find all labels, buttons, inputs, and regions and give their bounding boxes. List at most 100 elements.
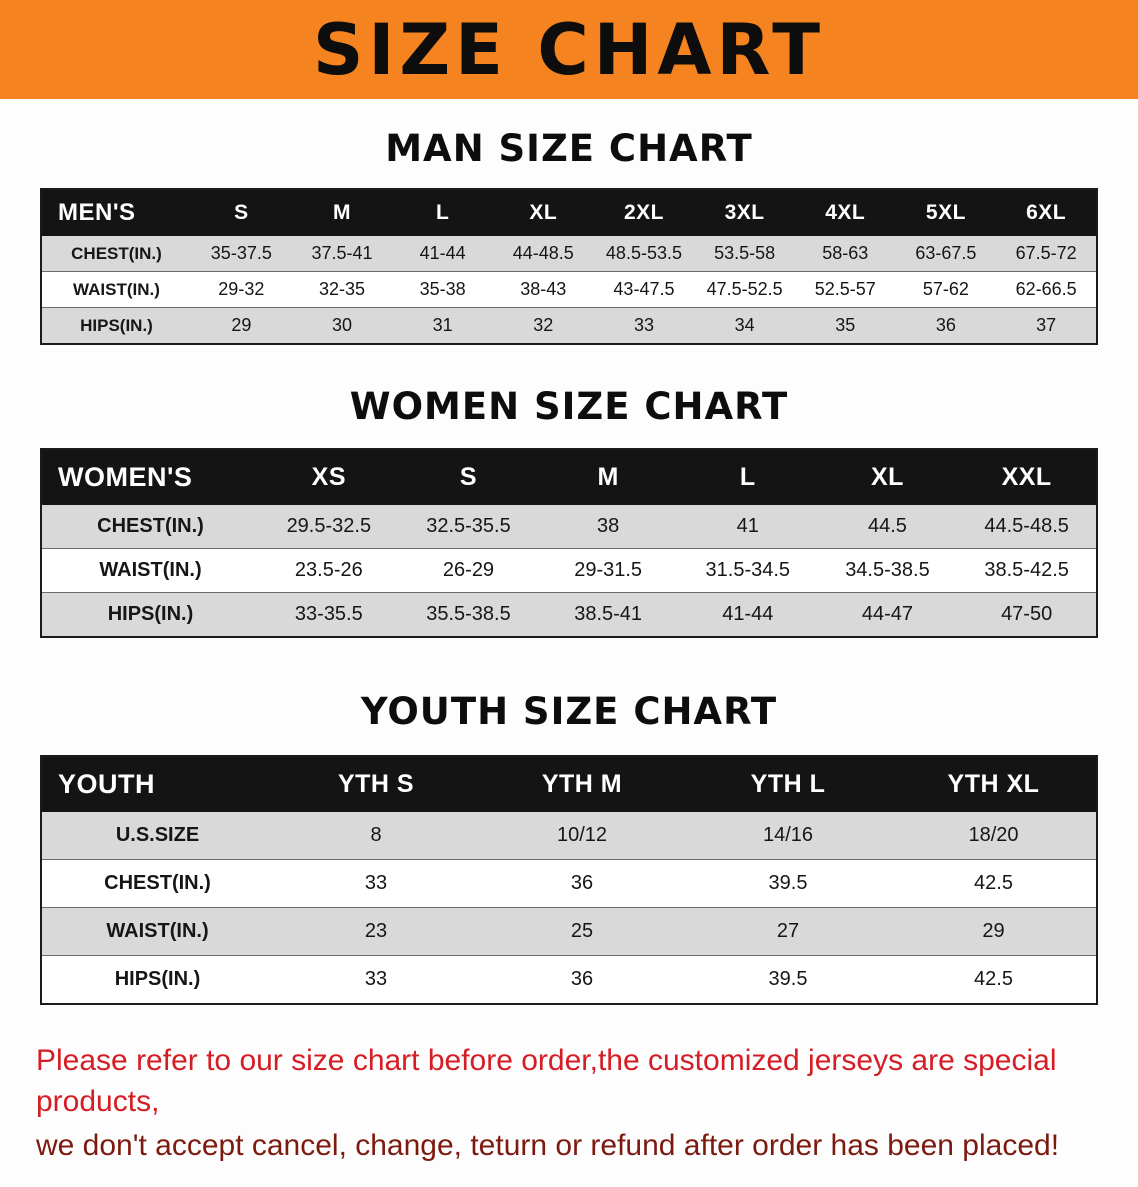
data-cell: 8 bbox=[370, 824, 382, 846]
row-label-cell: U.S.SIZE bbox=[115, 824, 200, 846]
data-cell: 35-38 bbox=[419, 279, 466, 299]
men-header-cell: 6XL bbox=[996, 189, 1097, 236]
data-cell: 44-47 bbox=[861, 603, 914, 625]
data-cell: 35-37.5 bbox=[210, 243, 272, 263]
data-cell: 42.5 bbox=[974, 968, 1013, 990]
row-label-cell: CHEST(IN.) bbox=[97, 515, 204, 537]
data-cell: 67.5-72 bbox=[1015, 243, 1077, 263]
men-waist-row: WAIST(IN.) 29-32 32-35 35-38 38-43 43-47… bbox=[41, 271, 1097, 308]
women-header-cell: XXL bbox=[957, 449, 1097, 505]
men-header-cell: XL bbox=[492, 189, 594, 236]
men-header-cell: MEN'S bbox=[41, 189, 191, 236]
men-hips-row: HIPS(IN.) 29 30 31 32 33 34 35 36 37 bbox=[41, 307, 1097, 344]
data-cell: 34.5-38.5 bbox=[845, 559, 930, 581]
men-header-cell: L bbox=[392, 189, 493, 236]
data-cell: 53.5-58 bbox=[714, 243, 776, 263]
data-cell: 38-43 bbox=[520, 279, 567, 299]
youth-chest-row: CHEST(IN.) 33 36 39.5 42.5 bbox=[41, 859, 1097, 908]
youth-header-cell: YTH M bbox=[479, 756, 685, 812]
data-cell: 57-62 bbox=[922, 279, 969, 299]
size-chart-title: SIZE CHART bbox=[312, 8, 826, 91]
women-header-cell: WOMEN'S bbox=[41, 449, 259, 505]
data-cell: 32 bbox=[533, 315, 554, 335]
data-cell: 47.5-52.5 bbox=[706, 279, 783, 299]
data-cell: 44.5 bbox=[867, 515, 907, 537]
women-header-cell: XL bbox=[817, 449, 958, 505]
row-label-cell: HIPS(IN.) bbox=[80, 315, 153, 335]
row-label-cell: WAIST(IN.) bbox=[106, 920, 209, 942]
data-cell: 38.5-42.5 bbox=[984, 559, 1069, 581]
men-section-heading: MAN SIZE CHART bbox=[385, 127, 753, 170]
data-cell: 36 bbox=[570, 872, 594, 894]
row-label-cell: WAIST(IN.) bbox=[99, 559, 202, 581]
women-waist-row: WAIST(IN.) 23.5-26 26-29 29-31.5 31.5-34… bbox=[41, 548, 1097, 593]
data-cell: 41-44 bbox=[722, 603, 774, 625]
women-header-cell: XS bbox=[259, 449, 399, 505]
data-cell: 52.5-57 bbox=[814, 279, 876, 299]
data-cell: 29-31.5 bbox=[574, 559, 643, 581]
youth-header-cell: YOUTH bbox=[41, 756, 273, 812]
women-size-table: WOMEN'S XS S M L XL XXL CHEST(IN.) 29.5-… bbox=[40, 448, 1098, 638]
youth-header-cell: YTH XL bbox=[891, 756, 1097, 812]
men-header-cell: S bbox=[191, 189, 292, 236]
women-header-cell: S bbox=[398, 449, 539, 505]
men-header-cell: 4XL bbox=[794, 189, 896, 236]
data-cell: 37 bbox=[1036, 315, 1057, 335]
data-cell: 35 bbox=[835, 315, 856, 335]
data-cell: 42.5 bbox=[974, 872, 1013, 894]
data-cell: 35.5-38.5 bbox=[426, 603, 511, 625]
data-cell: 33 bbox=[364, 968, 388, 990]
men-header-cell: 5XL bbox=[895, 189, 997, 236]
data-cell: 48.5-53.5 bbox=[605, 243, 682, 263]
youth-size-table: YOUTH YTH S YTH M YTH L YTH XL U.S.SIZE … bbox=[40, 755, 1098, 1005]
data-cell: 14/16 bbox=[762, 824, 814, 846]
men-table-header-row: MEN'S S M L XL 2XL 3XL 4XL 5XL 6XL bbox=[41, 189, 1097, 236]
data-cell: 29 bbox=[982, 920, 1005, 942]
disclaimer-line-1: Please refer to our size chart before or… bbox=[36, 1044, 1057, 1118]
youth-ussize-row: U.S.SIZE 8 10/12 14/16 18/20 bbox=[41, 812, 1097, 860]
data-cell: 29-32 bbox=[218, 279, 265, 299]
data-cell: 33-35.5 bbox=[294, 603, 363, 625]
data-cell: 26-29 bbox=[442, 559, 495, 581]
women-chest-row: CHEST(IN.) 29.5-32.5 32.5-35.5 38 41 44.… bbox=[41, 505, 1097, 549]
men-header-cell: 3XL bbox=[694, 189, 795, 236]
data-cell: 36 bbox=[570, 968, 594, 990]
men-header-cell: M bbox=[291, 189, 393, 236]
data-cell: 41 bbox=[736, 515, 759, 537]
data-cell: 37.5-41 bbox=[311, 243, 373, 263]
men-chest-row: CHEST(IN.) 35-37.5 37.5-41 41-44 44-48.5… bbox=[41, 236, 1097, 272]
data-cell: 30 bbox=[331, 315, 352, 335]
data-cell: 18/20 bbox=[968, 824, 1019, 846]
disclaimer-line-2: we don't accept cancel, change, teturn o… bbox=[36, 1129, 1060, 1162]
data-cell: 29 bbox=[231, 315, 252, 335]
size-chart-banner: SIZE CHART bbox=[0, 0, 1138, 99]
data-cell: 43-47.5 bbox=[613, 279, 675, 299]
youth-header-cell: YTH S bbox=[273, 756, 479, 812]
data-cell: 39.5 bbox=[768, 968, 808, 990]
row-label-cell: CHEST(IN.) bbox=[104, 872, 211, 894]
data-cell: 29.5-32.5 bbox=[286, 515, 372, 537]
data-cell: 39.5 bbox=[768, 872, 808, 894]
row-label-cell: CHEST(IN.) bbox=[71, 243, 162, 263]
data-cell: 41-44 bbox=[419, 243, 466, 263]
youth-header-cell: YTH L bbox=[685, 756, 891, 812]
data-cell: 27 bbox=[776, 920, 800, 942]
data-cell: 23.5-26 bbox=[294, 559, 363, 581]
women-section-heading: WOMEN SIZE CHART bbox=[349, 385, 789, 428]
data-cell: 33 bbox=[364, 872, 388, 894]
men-size-table: MEN'S S M L XL 2XL 3XL 4XL 5XL 6XL CHEST… bbox=[40, 188, 1098, 345]
men-size-chart-section: MAN SIZE CHART MEN'S S M L XL 2XL 3XL 4X… bbox=[0, 127, 1138, 345]
data-cell: 62-66.5 bbox=[1015, 279, 1077, 299]
row-label-cell: HIPS(IN.) bbox=[114, 968, 201, 990]
youth-size-chart-section: YOUTH SIZE CHART YOUTH YTH S YTH M YTH L… bbox=[0, 690, 1138, 1005]
data-cell: 38 bbox=[597, 515, 620, 537]
data-cell: 32.5-35.5 bbox=[426, 515, 511, 537]
data-cell: 23 bbox=[364, 920, 388, 942]
youth-table-header-row: YOUTH YTH S YTH M YTH L YTH XL bbox=[41, 756, 1097, 812]
data-cell: 36 bbox=[935, 315, 956, 335]
data-cell: 34 bbox=[734, 315, 755, 335]
data-cell: 47-50 bbox=[1001, 603, 1053, 625]
youth-section-heading: YOUTH SIZE CHART bbox=[360, 690, 778, 733]
data-cell: 38.5-41 bbox=[574, 603, 643, 625]
data-cell: 25 bbox=[570, 920, 594, 942]
